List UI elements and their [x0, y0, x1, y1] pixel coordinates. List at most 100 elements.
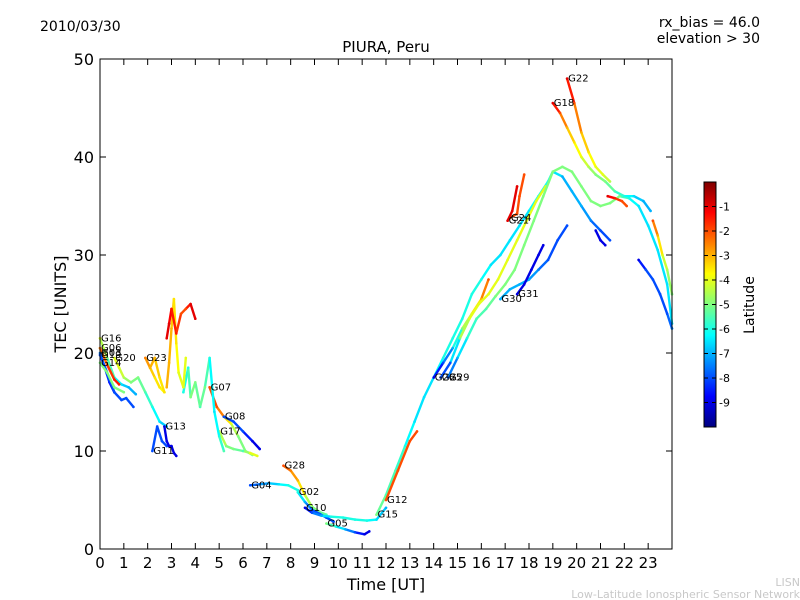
tec-point [604, 180, 607, 183]
tec-point [167, 361, 171, 365]
tec-point [134, 392, 138, 396]
colorbar-tick-label: -3 [719, 250, 730, 263]
y-tick-label: 0 [84, 540, 94, 559]
tec-point [203, 386, 207, 389]
tec-point [558, 111, 562, 115]
tec-segment [496, 258, 509, 281]
tec-segment [523, 219, 535, 247]
tec-point [651, 278, 655, 281]
chart-title: PIURA, Peru [342, 38, 429, 56]
tec-point [120, 383, 123, 386]
tec-segment [513, 243, 526, 271]
tec-point [158, 376, 161, 379]
y-tick-label: 40 [74, 148, 94, 167]
series-label: G06 [101, 343, 121, 354]
tec-segment [439, 361, 452, 379]
tec-point [456, 356, 459, 360]
x-tick-label: 7 [262, 554, 272, 572]
series-g19 [98, 353, 135, 409]
tec-point [170, 444, 173, 448]
tec-segment [666, 268, 674, 296]
tec-point [217, 435, 221, 438]
tec-point [303, 506, 307, 510]
tec-point [565, 126, 569, 129]
tec-segment [580, 131, 590, 154]
series-label: G07 [211, 382, 231, 393]
tec-segment [310, 505, 321, 513]
tec-segment [241, 430, 254, 443]
tec-point [165, 425, 168, 428]
tec-segment [465, 317, 478, 340]
tec-segment [508, 212, 519, 220]
series-g30 [499, 224, 569, 301]
tec-segment [580, 204, 593, 222]
tec-point [515, 212, 519, 216]
series-label: G22 [568, 74, 588, 85]
tec-segment [148, 366, 157, 379]
tec-segment [561, 175, 574, 193]
tec-point [241, 449, 245, 453]
tec-segment [296, 491, 307, 504]
tec-segment [182, 356, 188, 389]
tec-point [296, 488, 300, 492]
tec-point [241, 430, 245, 433]
tec-point [124, 396, 128, 400]
tec-segment [442, 337, 454, 360]
tec-point [461, 317, 464, 321]
tec-point [451, 346, 455, 350]
tec-point [122, 376, 126, 379]
tec-segment [330, 515, 345, 519]
series-g21 [506, 185, 519, 222]
series-label: G11 [153, 446, 173, 457]
series-g04 [248, 482, 300, 492]
tec-point [184, 307, 188, 311]
tec-point [194, 381, 197, 384]
tec-point [120, 398, 123, 402]
tec-point [446, 376, 450, 379]
tec-segment [151, 425, 159, 453]
tec-point [136, 376, 140, 379]
tec-point [255, 454, 259, 458]
tec-segment [487, 278, 500, 296]
tec-segment [158, 376, 166, 394]
tec-point [189, 395, 192, 399]
tec-segment [408, 430, 419, 443]
tec-point [589, 219, 593, 222]
series-label: G30 [501, 294, 521, 305]
tec-point [189, 302, 192, 306]
colorbar-label: Latitude [742, 276, 758, 334]
tec-point [289, 469, 293, 472]
tec-point [613, 190, 617, 193]
colorbar-ticks: -1 -2 -3 -4 -5 -6 -7 -8 -9 [704, 201, 730, 410]
tec-segment [113, 386, 126, 394]
tec-segment [375, 493, 388, 516]
series-label: G28 [285, 461, 305, 472]
tec-point [353, 518, 357, 521]
tec-point [632, 194, 636, 198]
tec-segment [470, 278, 483, 296]
tec-segment [303, 506, 314, 514]
colorbar-tick-label: -2 [719, 225, 730, 238]
tec-point [527, 209, 531, 213]
tec-point [151, 449, 154, 453]
tec-segment [124, 396, 135, 409]
tec-segment [98, 346, 109, 366]
tec-segment [365, 518, 378, 522]
tec-point [172, 451, 176, 455]
tec-segment [587, 165, 597, 176]
tec-segment [175, 312, 183, 335]
tec-point [658, 292, 662, 296]
tec-segment [98, 361, 109, 374]
tec-segment [580, 185, 593, 203]
tec-point [565, 77, 569, 80]
tec-point [587, 150, 590, 154]
tec-point [403, 444, 407, 448]
tec-segment [594, 229, 602, 242]
tec-segment [296, 479, 307, 497]
tec-point [608, 239, 612, 242]
tec-point [422, 395, 426, 399]
tec-point [439, 376, 443, 379]
tec-segment [451, 317, 464, 340]
tec-segment [515, 219, 528, 242]
